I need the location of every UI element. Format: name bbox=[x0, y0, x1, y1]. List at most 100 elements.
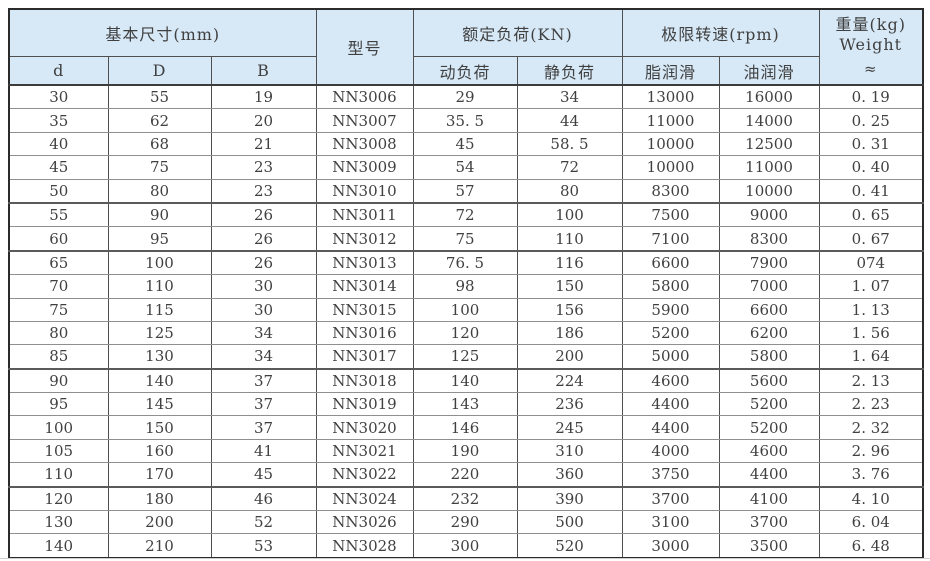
table-row: 80 125 34 NN3016 120 186 5200 6200 1. 56 bbox=[8, 321, 924, 346]
cell-B: 19 bbox=[210, 85, 317, 110]
cell-static-load: 44 bbox=[516, 108, 623, 133]
cell-grease-speed: 4000 bbox=[621, 439, 720, 464]
cell-model: NN3007 bbox=[315, 108, 414, 133]
cell-dynamic-load: 125 bbox=[412, 344, 518, 370]
cell-D: 160 bbox=[107, 439, 212, 464]
cell-B: 30 bbox=[210, 298, 317, 322]
cell-weight: 4. 10 bbox=[818, 486, 924, 512]
cell-static-load: 236 bbox=[516, 392, 623, 417]
cell-dynamic-load: 120 bbox=[412, 321, 518, 346]
cell-B: 23 bbox=[210, 179, 317, 204]
cell-model: NN3028 bbox=[315, 533, 414, 558]
header-col-B: B bbox=[210, 56, 317, 86]
cell-D: 145 bbox=[107, 392, 212, 417]
cell-static-load: 224 bbox=[516, 368, 623, 394]
cell-d: 70 bbox=[8, 274, 109, 299]
cell-oil-speed: 5200 bbox=[718, 415, 820, 440]
cell-B: 45 bbox=[210, 462, 317, 488]
cell-B: 30 bbox=[210, 274, 317, 299]
cell-static-load: 186 bbox=[516, 321, 623, 346]
cell-weight: 0. 67 bbox=[818, 226, 924, 252]
cell-d: 50 bbox=[8, 179, 109, 204]
cell-model: NN3010 bbox=[315, 179, 414, 204]
table-row: 65 100 26 NN3013 76. 5 116 6600 7900 074 bbox=[8, 250, 924, 276]
cell-grease-speed: 3100 bbox=[621, 510, 720, 535]
header-model: 型号 bbox=[315, 9, 414, 86]
cell-oil-speed: 3500 bbox=[718, 533, 820, 558]
table-row: 105 160 41 NN3021 190 310 4000 4600 2. 96 bbox=[8, 439, 924, 464]
cell-oil-speed: 5800 bbox=[718, 344, 820, 370]
cell-D: 55 bbox=[107, 85, 212, 110]
cell-d: 45 bbox=[8, 155, 109, 180]
cell-weight: 1. 64 bbox=[818, 344, 924, 370]
cell-B: 21 bbox=[210, 132, 317, 157]
cell-weight: 0. 65 bbox=[818, 202, 924, 228]
cell-d: 90 bbox=[8, 368, 109, 394]
table-row: 50 80 23 NN3010 57 80 8300 10000 0. 41 bbox=[8, 179, 924, 204]
cell-d: 80 bbox=[8, 321, 109, 346]
cell-B: 23 bbox=[210, 155, 317, 180]
cell-D: 125 bbox=[107, 321, 212, 346]
cell-grease-speed: 5800 bbox=[621, 274, 720, 299]
cell-grease-speed: 5000 bbox=[621, 344, 720, 370]
cell-D: 210 bbox=[107, 533, 212, 558]
cell-model: NN3008 bbox=[315, 132, 414, 157]
cell-grease-speed: 4400 bbox=[621, 415, 720, 440]
cell-weight: 3. 76 bbox=[818, 462, 924, 488]
cell-oil-speed: 11000 bbox=[718, 155, 820, 180]
cell-D: 75 bbox=[107, 155, 212, 180]
cell-dynamic-load: 300 bbox=[412, 533, 518, 558]
cell-d: 95 bbox=[8, 392, 109, 417]
cell-grease-speed: 8300 bbox=[621, 179, 720, 204]
cell-oil-speed: 7000 bbox=[718, 274, 820, 299]
cell-dynamic-load: 220 bbox=[412, 462, 518, 488]
cell-B: 37 bbox=[210, 415, 317, 440]
cell-D: 62 bbox=[107, 108, 212, 133]
cell-grease-speed: 3750 bbox=[621, 462, 720, 488]
table-row: 55 90 26 NN3011 72 100 7500 9000 0. 65 bbox=[8, 202, 924, 228]
cell-D: 115 bbox=[107, 298, 212, 322]
cell-B: 52 bbox=[210, 510, 317, 535]
cell-dynamic-load: 98 bbox=[412, 274, 518, 299]
header-dynamic-load: 动负荷 bbox=[412, 56, 518, 86]
cell-weight: 2. 32 bbox=[818, 415, 924, 440]
cell-static-load: 200 bbox=[516, 344, 623, 370]
cell-D: 200 bbox=[107, 510, 212, 535]
cell-dynamic-load: 76. 5 bbox=[412, 250, 518, 276]
table-row: 75 115 30 NN3015 100 156 5900 6600 1. 13 bbox=[8, 298, 924, 322]
cell-grease-speed: 3000 bbox=[621, 533, 720, 558]
cell-dynamic-load: 45 bbox=[412, 132, 518, 157]
cell-B: 26 bbox=[210, 202, 317, 228]
cell-D: 150 bbox=[107, 415, 212, 440]
cell-d: 65 bbox=[8, 250, 109, 276]
cell-dynamic-load: 35. 5 bbox=[412, 108, 518, 133]
header-oil-lubrication: 油润滑 bbox=[718, 56, 820, 86]
cell-D: 80 bbox=[107, 179, 212, 204]
cell-oil-speed: 5200 bbox=[718, 392, 820, 417]
cell-model: NN3006 bbox=[315, 85, 414, 110]
cell-oil-speed: 7900 bbox=[718, 250, 820, 276]
cell-B: 26 bbox=[210, 250, 317, 276]
header-weight-cn: 重量(kg) bbox=[835, 15, 906, 35]
cell-dynamic-load: 143 bbox=[412, 392, 518, 417]
cell-B: 26 bbox=[210, 226, 317, 252]
cell-d: 110 bbox=[8, 462, 109, 488]
cell-static-load: 360 bbox=[516, 462, 623, 488]
cell-grease-speed: 10000 bbox=[621, 155, 720, 180]
cell-weight: 2. 23 bbox=[818, 392, 924, 417]
cell-dynamic-load: 72 bbox=[412, 202, 518, 228]
cell-model: NN3015 bbox=[315, 298, 414, 322]
cell-weight: 1. 13 bbox=[818, 298, 924, 322]
cell-D: 100 bbox=[107, 250, 212, 276]
cell-weight: 2. 13 bbox=[818, 368, 924, 394]
bearing-spec-table: 基本尺寸(mm) 型号 额定负荷(KN) 极限转速(rpm) 重量(kg) We… bbox=[8, 8, 925, 559]
cell-d: 55 bbox=[8, 202, 109, 228]
cell-model: NN3017 bbox=[315, 344, 414, 370]
cell-weight: 6. 04 bbox=[818, 510, 924, 535]
cell-B: 34 bbox=[210, 344, 317, 370]
cell-oil-speed: 10000 bbox=[718, 179, 820, 204]
cell-oil-speed: 14000 bbox=[718, 108, 820, 133]
cell-d: 30 bbox=[8, 85, 109, 110]
header-col-D: D bbox=[107, 56, 212, 86]
